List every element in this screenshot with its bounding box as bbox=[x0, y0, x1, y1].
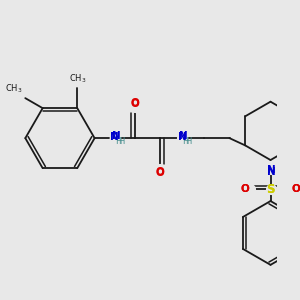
Text: S: S bbox=[266, 183, 275, 196]
Text: O: O bbox=[241, 184, 250, 194]
Text: H: H bbox=[118, 137, 124, 146]
Text: H: H bbox=[115, 137, 122, 146]
Text: O: O bbox=[241, 184, 250, 194]
Text: N: N bbox=[178, 132, 187, 142]
Text: N: N bbox=[267, 167, 276, 177]
Text: H: H bbox=[183, 137, 189, 146]
Text: N: N bbox=[179, 131, 188, 141]
Text: N: N bbox=[110, 132, 119, 142]
Text: S: S bbox=[266, 183, 275, 196]
Text: O: O bbox=[130, 99, 139, 109]
Text: O: O bbox=[156, 168, 165, 178]
Text: N: N bbox=[267, 166, 276, 176]
Text: O: O bbox=[292, 184, 300, 194]
Text: CH$_3$: CH$_3$ bbox=[68, 73, 86, 85]
Text: H: H bbox=[185, 137, 192, 146]
Text: N: N bbox=[112, 131, 121, 141]
Text: CH$_3$: CH$_3$ bbox=[5, 83, 22, 95]
Text: O: O bbox=[156, 167, 165, 177]
Text: O: O bbox=[292, 184, 300, 194]
Text: O: O bbox=[130, 98, 139, 108]
